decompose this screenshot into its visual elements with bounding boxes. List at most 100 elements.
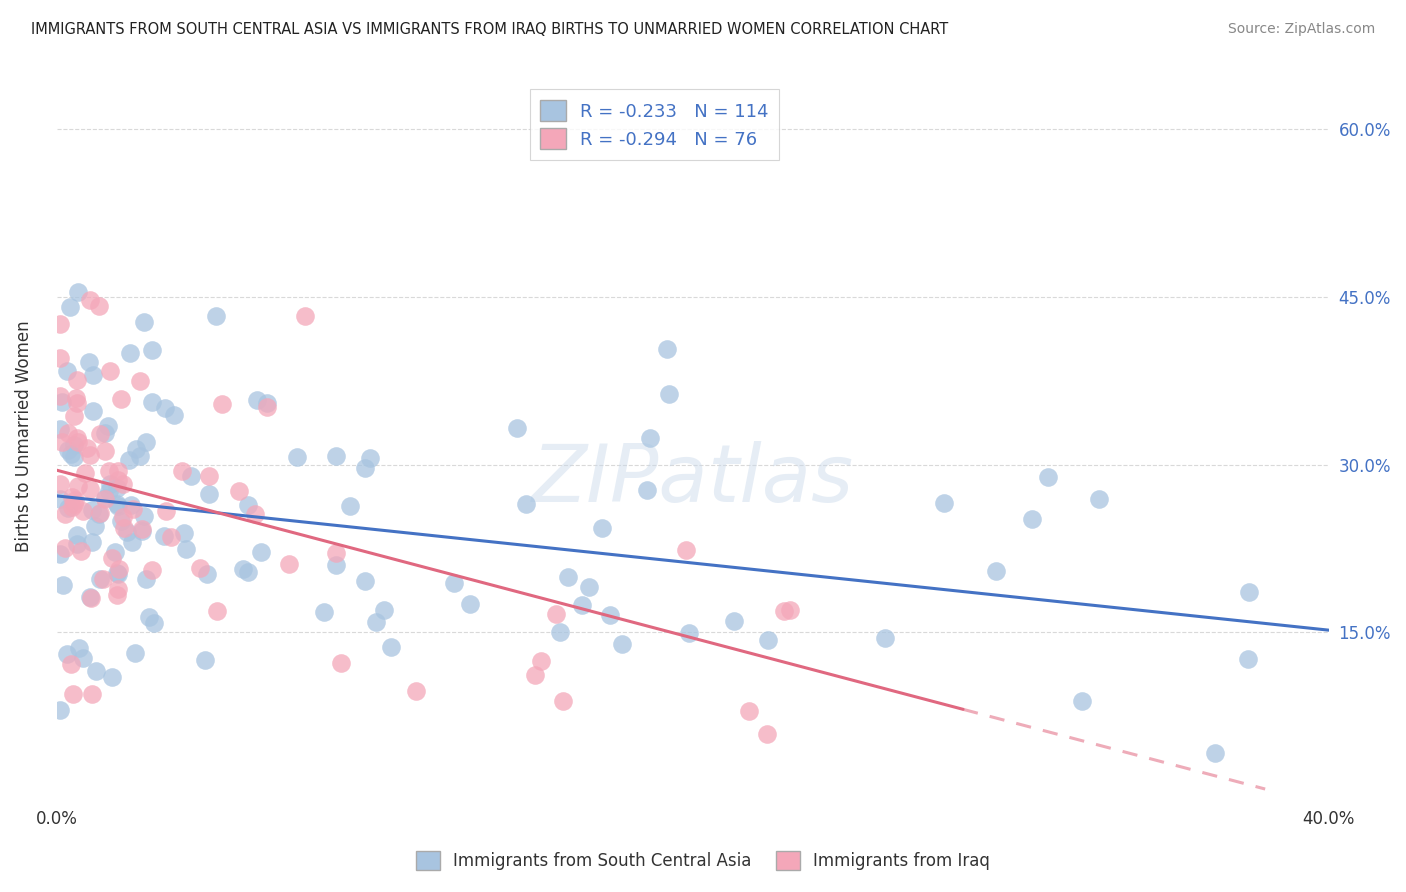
Point bbox=[56, 364, 79, 378]
Point bbox=[101, 550, 124, 565]
Point bbox=[131, 524, 153, 538]
Point bbox=[211, 397, 233, 411]
Point bbox=[59, 300, 82, 314]
Point bbox=[98, 463, 121, 477]
Point bbox=[373, 603, 395, 617]
Point bbox=[51, 435, 73, 450]
Point bbox=[84, 519, 107, 533]
Point bbox=[141, 394, 163, 409]
Point bbox=[875, 632, 897, 646]
Point bbox=[94, 491, 117, 506]
Point bbox=[658, 386, 681, 401]
Point bbox=[49, 547, 72, 561]
Point bbox=[141, 563, 163, 577]
Point bbox=[94, 444, 117, 458]
Point bbox=[65, 391, 87, 405]
Point bbox=[66, 435, 89, 450]
Point bbox=[675, 543, 697, 558]
Point bbox=[636, 483, 658, 497]
Point bbox=[364, 615, 387, 630]
Point bbox=[578, 581, 600, 595]
Point bbox=[132, 315, 155, 329]
Point bbox=[612, 637, 634, 651]
Point bbox=[107, 561, 129, 575]
Point bbox=[174, 542, 197, 557]
Point bbox=[195, 566, 218, 581]
Point bbox=[325, 558, 347, 572]
Point bbox=[932, 496, 955, 510]
Point bbox=[155, 503, 177, 517]
Point bbox=[285, 450, 308, 464]
Point bbox=[443, 575, 465, 590]
Point bbox=[1088, 491, 1111, 506]
Point bbox=[66, 537, 89, 551]
Point bbox=[312, 605, 335, 619]
Point bbox=[112, 521, 135, 535]
Point bbox=[1236, 652, 1258, 666]
Point bbox=[121, 535, 143, 549]
Point bbox=[236, 498, 259, 512]
Point bbox=[1204, 746, 1226, 760]
Point bbox=[756, 633, 779, 648]
Point bbox=[49, 422, 72, 436]
Point bbox=[79, 448, 101, 462]
Point bbox=[79, 482, 101, 496]
Point bbox=[557, 570, 579, 584]
Point bbox=[591, 521, 613, 535]
Point bbox=[110, 392, 132, 407]
Point bbox=[530, 654, 553, 668]
Point bbox=[49, 476, 72, 491]
Point bbox=[380, 640, 402, 654]
Point bbox=[1239, 585, 1261, 599]
Point bbox=[131, 522, 153, 536]
Point bbox=[256, 396, 278, 410]
Point bbox=[256, 401, 278, 415]
Point bbox=[132, 509, 155, 524]
Point bbox=[405, 683, 427, 698]
Point bbox=[107, 473, 129, 487]
Point bbox=[117, 524, 139, 539]
Point bbox=[1070, 694, 1092, 708]
Point bbox=[107, 464, 129, 478]
Point bbox=[172, 464, 194, 478]
Point bbox=[72, 503, 94, 517]
Point bbox=[93, 491, 115, 505]
Point bbox=[76, 441, 98, 455]
Point bbox=[89, 572, 111, 586]
Point bbox=[82, 404, 104, 418]
Point bbox=[111, 510, 134, 524]
Legend: R = -0.233   N = 114, R = -0.294   N = 76: R = -0.233 N = 114, R = -0.294 N = 76 bbox=[530, 89, 779, 160]
Point bbox=[53, 507, 76, 521]
Point bbox=[56, 647, 79, 661]
Point bbox=[655, 342, 678, 356]
Point bbox=[107, 499, 129, 513]
Point bbox=[49, 351, 72, 365]
Point bbox=[135, 434, 157, 449]
Point bbox=[128, 374, 150, 388]
Point bbox=[173, 525, 195, 540]
Point bbox=[49, 318, 72, 332]
Point bbox=[63, 409, 86, 423]
Point bbox=[236, 565, 259, 579]
Point bbox=[66, 431, 89, 445]
Point bbox=[67, 640, 90, 655]
Point bbox=[135, 572, 157, 586]
Point bbox=[110, 514, 132, 528]
Point bbox=[544, 607, 567, 621]
Point bbox=[143, 615, 166, 630]
Point bbox=[571, 599, 593, 613]
Point bbox=[79, 293, 101, 308]
Point bbox=[59, 447, 82, 461]
Text: IMMIGRANTS FROM SOUTH CENTRAL ASIA VS IMMIGRANTS FROM IRAQ BIRTHS TO UNMARRIED W: IMMIGRANTS FROM SOUTH CENTRAL ASIA VS IM… bbox=[31, 22, 948, 37]
Point bbox=[353, 461, 375, 475]
Point bbox=[58, 501, 80, 516]
Point bbox=[515, 497, 537, 511]
Point bbox=[107, 588, 129, 602]
Point bbox=[72, 651, 94, 665]
Point bbox=[232, 562, 254, 576]
Point bbox=[63, 497, 86, 511]
Point bbox=[56, 442, 79, 457]
Point bbox=[49, 492, 72, 507]
Point bbox=[49, 389, 72, 403]
Point bbox=[107, 567, 129, 582]
